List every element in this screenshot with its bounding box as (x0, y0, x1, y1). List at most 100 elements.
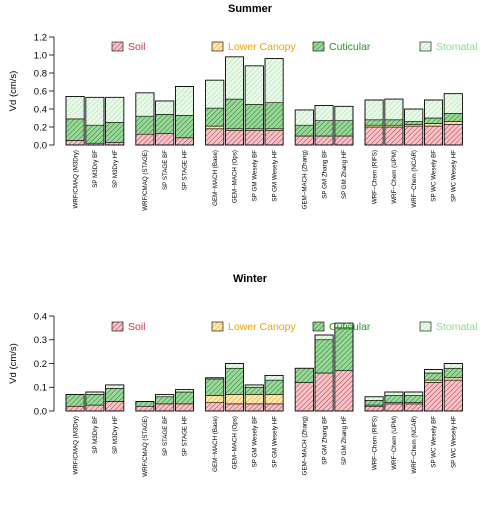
bar-segment-lower-canopy (205, 395, 225, 403)
bar-segment-soil (155, 403, 175, 412)
legend-label-soil: Soil (128, 321, 146, 333)
bar-sp-m3dry-bf (85, 96, 105, 146)
bar-sp-m3dry-hf (105, 96, 125, 146)
category-label: GEM−MACH (Ops) (232, 150, 239, 203)
bar-segment-cuticular (424, 372, 443, 381)
bar-segment-cuticular (105, 122, 125, 143)
bar-segment-cuticular (175, 391, 194, 405)
bar-outline (65, 96, 85, 146)
bar-segment-stomatal (105, 97, 125, 123)
legend-swatch-cuticular (312, 321, 325, 332)
legend-label-soil: Soil (128, 41, 146, 53)
bar-segment-cuticular (314, 120, 334, 137)
bar-wrf-chem-rifs (364, 396, 384, 412)
bar-segment-cuticular (384, 395, 404, 403)
bar-segment-cuticular (244, 386, 264, 395)
bar-segment-cuticular (424, 117, 443, 124)
bar-outline (264, 58, 284, 146)
bar-outline (384, 391, 404, 412)
bar-segment-cuticular (105, 388, 125, 402)
bar-segment-cuticular (175, 115, 194, 139)
bar-segment-soil (294, 135, 314, 146)
bar-segment-soil (404, 403, 424, 412)
bar-segment-lower-canopy (225, 394, 244, 405)
bar-segment-lower-canopy (443, 121, 463, 125)
legend-label-stomatal: Stomatal (436, 41, 477, 53)
y-tick-label: 0.0 (34, 140, 47, 151)
bar-segment-lower-canopy (443, 377, 463, 381)
bar-segment-soil (175, 403, 194, 412)
bar-outline (443, 363, 463, 412)
legend-swatch-soil (111, 321, 124, 332)
bar-outline (404, 108, 424, 146)
category-label: SP GM Wesely BF (252, 150, 259, 202)
bar-segment-lower-canopy (244, 394, 264, 405)
category-label: SP STAGE HF (182, 150, 189, 191)
bar-sp-stage-hf (174, 389, 194, 412)
bar-segment-stomatal (443, 93, 463, 114)
bar-gem-mach-zhang (294, 109, 314, 146)
legend-swatch-stomatal (419, 321, 432, 332)
bar-segment-stomatal (85, 97, 105, 126)
category-label: SP GM Zhang BF (321, 150, 328, 199)
category-label: SP STAGE BF (162, 416, 169, 456)
bar-segment-cuticular (334, 327, 354, 371)
bar-segment-soil (384, 403, 404, 412)
bar-outline (334, 322, 354, 412)
bar-sp-m3dry-hf (105, 384, 125, 412)
bar-segment-cuticular (294, 367, 314, 383)
bar-segment-stomatal (294, 109, 314, 126)
category-label: WRF−Chem (NCAR) (411, 416, 418, 474)
bar-sp-gm-zhang-bf (314, 105, 334, 146)
y-tick-label: 0.1 (34, 383, 47, 394)
bar-outline (423, 99, 443, 146)
bar-outline (384, 98, 404, 146)
bar-sp-gm-zhang-bf (314, 334, 334, 412)
bar-segment-soil (175, 137, 194, 146)
bar-wrf-chem-upm (384, 391, 404, 412)
bar-wrf-chem-rifs (364, 99, 384, 146)
bar-segment-cuticular (314, 339, 334, 374)
bar-segment-cuticular (65, 118, 85, 141)
bar-segment-stomatal (225, 56, 244, 100)
bar-segment-soil (225, 130, 244, 146)
category-label: SP GM Zhang HF (341, 416, 348, 465)
legend: Soil Lower Canopy Cuticular Stomatal (111, 321, 477, 333)
bar-segment-cuticular (225, 367, 244, 395)
legend-label-cuticular: Cuticular (329, 321, 371, 333)
bar-outline (364, 396, 384, 412)
bar-segment-lower-canopy (205, 125, 225, 130)
bar-segment-stomatal (205, 79, 225, 109)
category-label: WRF/CMAQ (M3Dry) (72, 416, 79, 474)
bar-segment-soil (443, 379, 463, 412)
bar-segment-soil (105, 401, 125, 412)
bar-wrf-cmaq-m3dry (65, 96, 85, 146)
category-label: WRF/CMAQ (STAGE) (142, 416, 149, 477)
bar-segment-cuticular (135, 115, 155, 135)
category-label: SP M3Dry BF (92, 416, 99, 454)
bar-wrf-chem-ncar (404, 391, 424, 412)
bar-segment-stomatal (244, 65, 264, 105)
category-label: SP WC Wesely HF (451, 416, 458, 468)
bar-outline (423, 369, 443, 412)
bar-sp-wc-wesely-hf (443, 363, 463, 412)
bar-segment-stomatal (364, 396, 384, 401)
legend-swatch-lower-canopy (211, 321, 224, 332)
bar-segment-stomatal (443, 363, 463, 369)
bar-segment-stomatal (225, 363, 244, 369)
category-label: SP WC Wesely BF (431, 416, 438, 468)
bar-segment-cuticular (135, 401, 155, 407)
bar-segment-soil (135, 405, 155, 412)
bar-segment-soil (135, 133, 155, 146)
y-tick-label: 0.0 (34, 406, 47, 417)
bar-outline (174, 86, 194, 146)
y-tick-label: 0.2 (34, 122, 47, 133)
bar-segment-stomatal (105, 384, 125, 389)
bar-outline (105, 384, 125, 412)
bar-outline (314, 105, 334, 146)
chart-panel-summer: Summer 0.0 0.2 0.4 0.6 0.8 1.0 1.2 Vd (cm/s) WRF/… (8, 3, 477, 211)
bar-segment-soil (314, 135, 334, 146)
bar-sp-stage-hf (174, 86, 194, 146)
bar-segment-soil (334, 370, 354, 412)
bar-sp-gm-wesely-hf (264, 374, 284, 412)
